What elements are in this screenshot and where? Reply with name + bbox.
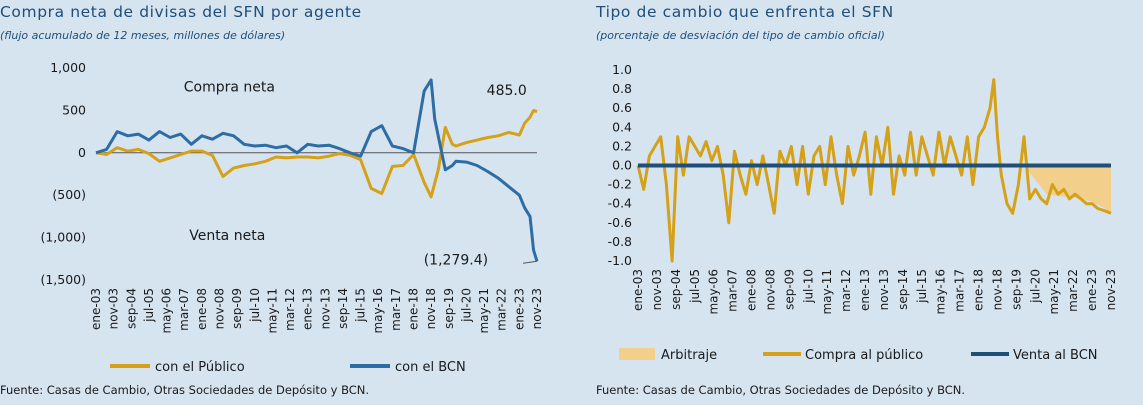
x-tick-label: ene-08 <box>745 269 759 311</box>
x-tick-label: may-21 <box>477 288 491 334</box>
x-tick-label: jul-05 <box>142 288 156 323</box>
x-tick-label: jul-20 <box>459 288 473 323</box>
x-tick-label: sep-09 <box>782 269 796 310</box>
chart-annotation: Compra neta <box>184 80 275 96</box>
y-tick-label: -0.4 <box>608 196 632 211</box>
x-tick-label: ene-23 <box>512 288 526 330</box>
y-tick-label: -0.2 <box>608 177 632 192</box>
series-line-con-el-p-blico <box>95 108 538 199</box>
y-tick-label: -1.0 <box>608 253 632 268</box>
legend-label-compra: Compra al público <box>805 348 923 363</box>
y-tick-label: (500) <box>52 187 86 202</box>
x-tick-label: mar-07 <box>177 288 191 331</box>
x-tick-label: mar-22 <box>1066 269 1080 312</box>
x-tick-label: may-16 <box>371 288 385 334</box>
series-line-con-el-bcn <box>95 78 539 262</box>
x-tick-label: jul-05 <box>688 269 702 304</box>
x-tick-label: may-11 <box>265 288 279 334</box>
x-tick-label: ene-03 <box>89 288 103 330</box>
legend-label-bcn: con el BCN <box>395 360 466 375</box>
x-tick-label: jul-15 <box>354 288 368 323</box>
y-tick-label: 0.6 <box>612 100 632 115</box>
x-tick-label: jul-10 <box>248 288 262 323</box>
x-tick-label: mar-22 <box>495 288 509 331</box>
x-tick-label: ene-23 <box>1085 269 1099 311</box>
x-tick-label: ene-03 <box>631 269 645 311</box>
y-tick-label: 1.0 <box>612 62 632 77</box>
x-tick-label: nov-13 <box>318 288 332 329</box>
right-chart: 1.00.80.60.40.20.0-0.2-0.4-0.6-0.8-1.0en… <box>608 62 1118 363</box>
left-chart-subtitle: (flujo acumulado de 12 meses, millones d… <box>0 29 286 42</box>
x-tick-label: nov-03 <box>107 288 121 329</box>
right-panel: Tipo de cambio que enfrenta el SFN (porc… <box>571 0 1143 405</box>
series-area-arbitraje <box>638 165 1111 214</box>
left-chart: 1,000 500 0 (500) (1,000) (1,500)ene-03 nov-03… <box>40 60 544 375</box>
x-tick-label: sep-14 <box>896 269 910 310</box>
x-tick-label: sep-14 <box>336 288 350 329</box>
x-tick-label: nov-08 <box>212 288 226 329</box>
legend-label-publico: con el Público <box>155 360 245 375</box>
right-chart-title: Tipo de cambio que enfrenta el SFN <box>596 3 894 21</box>
right-chart-source: Fuente: Casas de Cambio, Otras Sociedade… <box>596 383 966 397</box>
x-tick-label: sep-19 <box>442 288 456 329</box>
x-tick-label: sep-19 <box>1009 269 1023 310</box>
x-tick-label: nov-18 <box>990 269 1004 310</box>
y-tick-label: 0.2 <box>612 138 632 153</box>
y-tick-label: 0.0 <box>612 158 632 173</box>
y-tick-label: (1,500) <box>40 272 86 287</box>
x-tick-label: mar-12 <box>283 288 297 331</box>
left-chart-source: Fuente: Casas de Cambio, Otras Sociedade… <box>0 383 370 397</box>
y-tick-label: -0.6 <box>608 215 632 230</box>
x-tick-label: may-16 <box>934 269 948 315</box>
x-tick-label: may-11 <box>820 269 834 315</box>
x-tick-label: sep-04 <box>124 288 138 329</box>
chart-annotation: (1,279.4) <box>424 253 488 269</box>
x-tick-label: may-06 <box>707 269 721 315</box>
x-tick-label: ene-18 <box>972 269 986 311</box>
x-tick-label: nov-23 <box>530 288 544 329</box>
y-tick-label: 0.8 <box>612 81 632 96</box>
x-tick-label: nov-23 <box>1104 269 1118 310</box>
x-tick-label: nov-18 <box>424 288 438 329</box>
x-tick-label: may-06 <box>160 288 174 334</box>
x-tick-label: may-21 <box>1047 269 1061 315</box>
series-line-compra-al-p-blico <box>636 78 1112 263</box>
x-tick-label: jul-20 <box>1028 269 1042 304</box>
y-tick-label: 0 <box>78 145 86 160</box>
x-tick-label: ene-13 <box>858 269 872 311</box>
x-tick-label: nov-13 <box>877 269 891 310</box>
chart-annotation: Venta neta <box>189 228 265 244</box>
x-tick-label: mar-12 <box>839 269 853 312</box>
x-tick-label: sep-04 <box>669 269 683 310</box>
x-tick-label: sep-09 <box>230 288 244 329</box>
x-tick-label: mar-17 <box>953 269 967 312</box>
x-tick-label: ene-13 <box>301 288 315 330</box>
y-tick-label: (1,000) <box>40 230 86 245</box>
x-tick-label: ene-18 <box>407 288 421 330</box>
x-tick-label: mar-07 <box>726 269 740 312</box>
legend-label-venta: Venta al BCN <box>1013 348 1098 363</box>
y-tick-label: -0.8 <box>608 234 632 249</box>
y-tick-label: 500 <box>62 102 86 117</box>
x-tick-label: nov-08 <box>763 269 777 310</box>
legend-swatch-arbitraje <box>619 348 655 360</box>
x-tick-label: nov-03 <box>650 269 664 310</box>
x-tick-label: mar-17 <box>389 288 403 331</box>
y-tick-label: 1,000 <box>50 60 86 75</box>
right-chart-subtitle: (porcentaje de desviación del tipo de ca… <box>596 29 885 42</box>
left-chart-title: Compra neta de divisas del SFN por agent… <box>0 3 362 21</box>
chart-annotation: 485.0 <box>487 83 527 99</box>
left-panel: Compra neta de divisas del SFN por agent… <box>0 0 571 405</box>
x-tick-label: jul-15 <box>915 269 929 304</box>
y-tick-label: 0.4 <box>612 119 632 134</box>
annotation-pointer <box>522 260 538 264</box>
x-tick-label: jul-10 <box>801 269 815 304</box>
x-tick-label: ene-08 <box>195 288 209 330</box>
legend-label-arbitraje: Arbitraje <box>661 348 717 363</box>
